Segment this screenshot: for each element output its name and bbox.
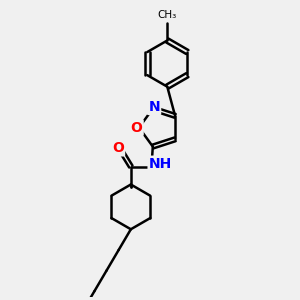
Text: CH₃: CH₃ [158, 10, 177, 20]
Text: O: O [130, 121, 142, 135]
Text: NH: NH [149, 157, 172, 171]
Text: N: N [148, 100, 160, 114]
Text: O: O [112, 141, 124, 155]
